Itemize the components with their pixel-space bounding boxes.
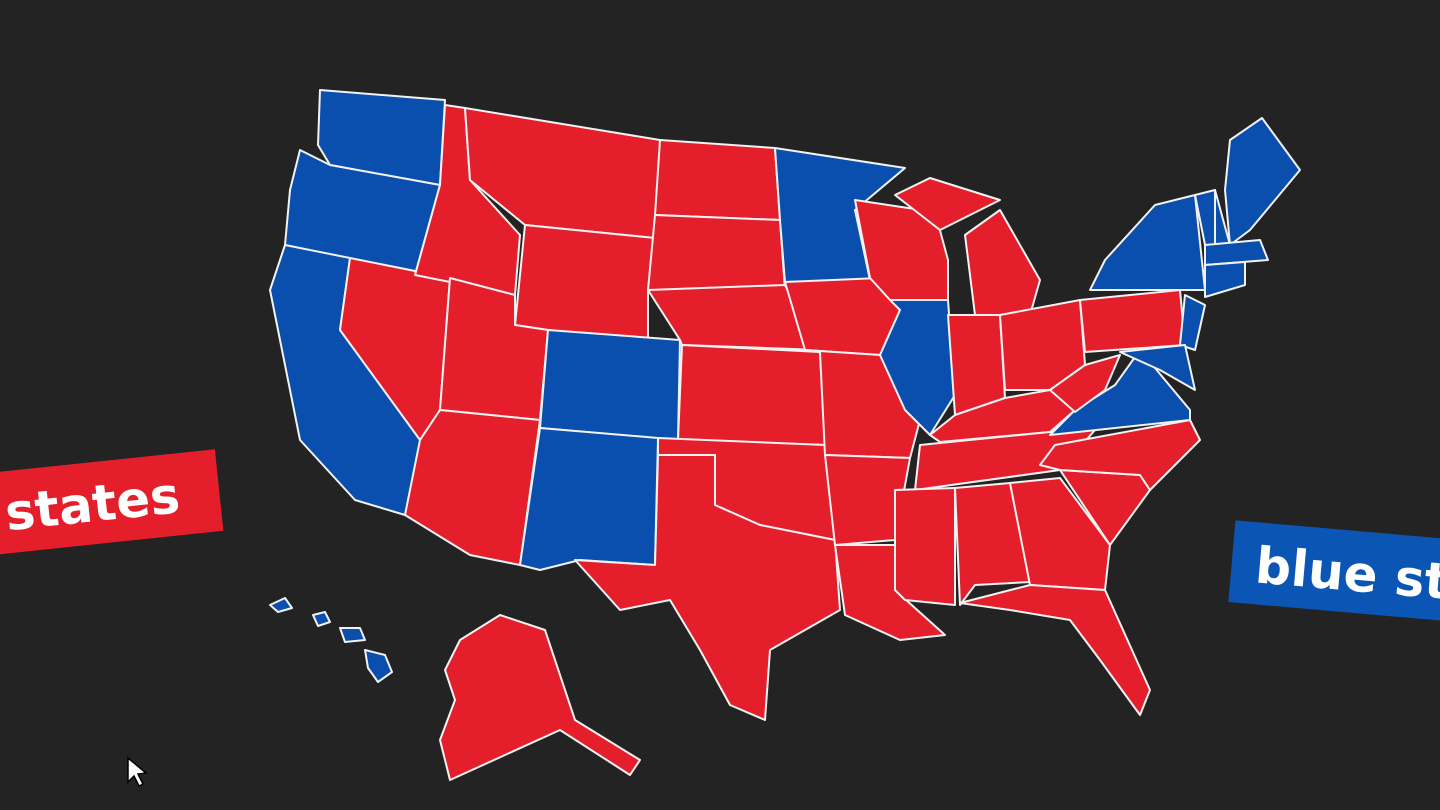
state-shape (647, 214, 786, 291)
state-shape (654, 139, 781, 221)
state-shape (519, 427, 659, 571)
state-shape (1204, 261, 1246, 298)
state-shape (677, 344, 826, 446)
state-shape (954, 482, 1031, 606)
state-shape (894, 487, 956, 606)
state-shape (312, 611, 331, 627)
state-shape (439, 614, 641, 781)
states (269, 89, 1301, 781)
state-shape (1079, 289, 1186, 353)
state-shape (1119, 344, 1196, 391)
state-shape (1179, 294, 1206, 351)
blue-tag-box (1228, 520, 1440, 639)
state-shape (1224, 117, 1301, 246)
state-shape (574, 454, 841, 721)
cursor (127, 756, 148, 788)
state-shape (1009, 477, 1111, 591)
state-shape (514, 224, 656, 341)
state-shape (1049, 354, 1121, 413)
state-shape (269, 597, 293, 613)
state-shape (539, 329, 681, 441)
red-tag-box (0, 449, 224, 580)
state-shape (339, 627, 366, 643)
state-shape (894, 177, 1001, 231)
state-shape (364, 649, 393, 683)
state-shape (959, 584, 1151, 716)
state-shape (1039, 419, 1201, 491)
state-shape (1204, 239, 1269, 266)
state-shape (964, 209, 1041, 316)
